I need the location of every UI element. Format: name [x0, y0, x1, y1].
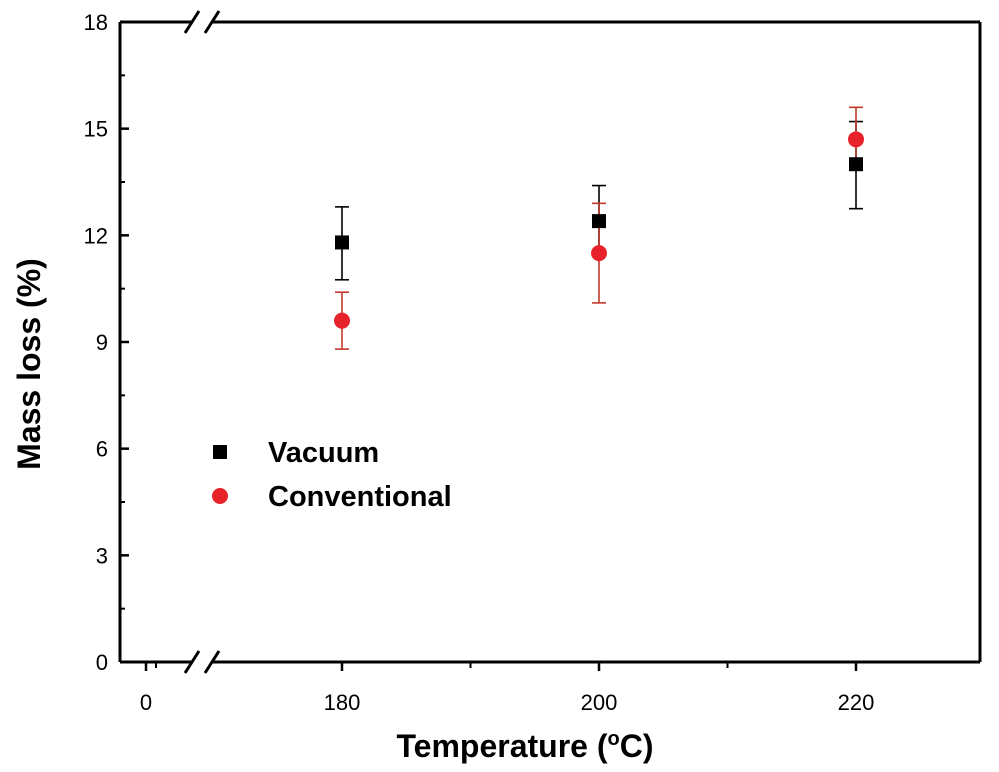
top-axis-break-mark — [183, 10, 201, 34]
x-axis-title-unit: C) — [620, 728, 654, 764]
x-axis-title-unit-super: o — [608, 728, 620, 750]
legend-label-vacuum: Vacuum — [268, 437, 379, 469]
x-tick-label: 220 — [838, 690, 875, 715]
vacuum-data-point — [592, 214, 606, 229]
top-axis-break-mark — [203, 10, 221, 34]
x-tick-label: 200 — [581, 690, 618, 715]
legend: Vacuum Conventional — [212, 437, 452, 513]
vacuum-data-point — [335, 235, 349, 250]
conventional-data-point — [334, 312, 350, 329]
y-axis-title: Mass loss (%) — [11, 258, 47, 470]
y-tick-label: 3 — [96, 543, 108, 568]
x-axis-break-mark — [203, 650, 221, 674]
y-tick-label: 18 — [84, 10, 108, 35]
legend-marker-vacuum — [213, 445, 227, 459]
x-tick-label: 0 — [140, 690, 152, 715]
x-axis-title-text: Temperature ( — [397, 728, 608, 764]
x-tick-label: 180 — [324, 690, 361, 715]
x-axis-break-mark — [183, 650, 201, 674]
conventional-data-point — [591, 245, 607, 262]
y-tick-label: 9 — [96, 330, 108, 355]
series-layer — [334, 106, 864, 350]
legend-marker-conventional — [212, 488, 228, 504]
y-tick-label: 12 — [84, 223, 108, 248]
y-tick-label: 0 — [96, 650, 108, 675]
vacuum-data-point — [849, 157, 863, 172]
x-axis-title: Temperature (oC) — [397, 728, 654, 764]
y-tick-label: 15 — [84, 117, 108, 142]
legend-label-conventional: Conventional — [268, 481, 452, 513]
plot-frame-layer — [118, 10, 982, 674]
plot-area — [120, 22, 980, 662]
y-tick-label: 6 — [96, 437, 108, 462]
conventional-data-point — [848, 131, 864, 148]
